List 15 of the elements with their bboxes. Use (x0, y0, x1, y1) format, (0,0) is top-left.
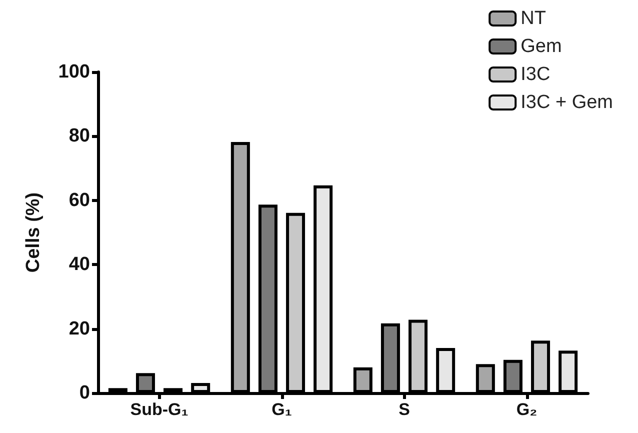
x-tick-label: Sub-G₁ (130, 400, 188, 419)
legend-label: I3C + Gem (520, 92, 614, 113)
y-tick-label: 60 (68, 190, 90, 211)
y-tick-label: 40 (68, 254, 90, 276)
y-axis-title: Cells (%) (23, 192, 44, 273)
y-tick-label: 20 (68, 318, 90, 340)
x-tick-label: G₁ (272, 400, 292, 419)
y-tick-label: 80 (68, 126, 90, 147)
x-tick-label: S (398, 400, 410, 419)
y-tick-label: 0 (79, 382, 90, 404)
legend-label: NT (520, 8, 546, 29)
legend-label: Gem (520, 36, 562, 57)
x-tick-label: G₂ (516, 400, 538, 419)
y-tick-label: 100 (58, 62, 90, 82)
legend-label: I3C (520, 64, 550, 85)
